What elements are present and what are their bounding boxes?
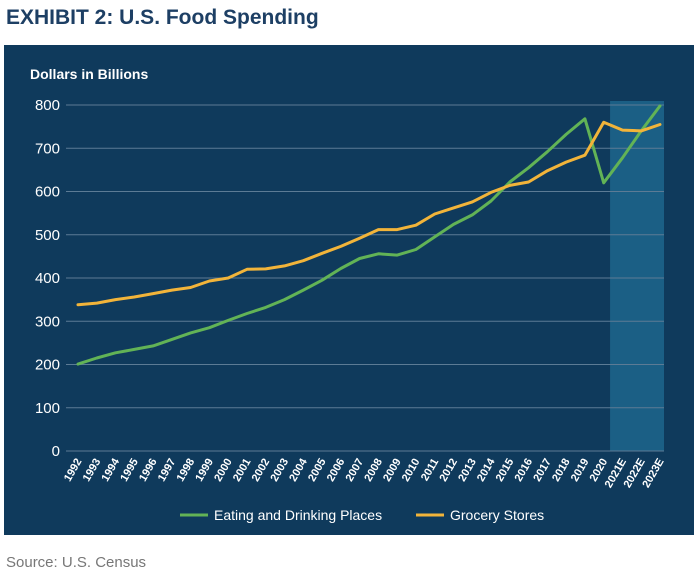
y-tick-label: 100 xyxy=(35,400,60,417)
y-tick-label: 400 xyxy=(35,270,60,287)
x-tick-label: 2015 xyxy=(494,457,517,484)
legend-label-grocery: Grocery Stores xyxy=(450,507,544,523)
page-title: EXHIBIT 2: U.S. Food Spending xyxy=(6,6,319,29)
x-tick-label: 2008 xyxy=(362,457,385,484)
chart-legend: Eating and Drinking Places Grocery Store… xyxy=(180,507,544,523)
x-tick-label: 2012 xyxy=(437,457,460,484)
y-tick-label: 500 xyxy=(35,227,60,244)
x-tick-label: 2018 xyxy=(550,457,573,484)
y-tick-label: 800 xyxy=(35,97,60,114)
source-note: Source: U.S. Census xyxy=(6,554,147,571)
chart-svg: Dollars in Billions 0 100 200 300 400 500 600 7… xyxy=(30,66,667,523)
x-tick-label: 2000 xyxy=(212,457,235,484)
y-tick-label: 600 xyxy=(35,184,60,201)
x-tick-label: 2014 xyxy=(475,456,498,484)
x-tick-label: 2017 xyxy=(531,457,554,484)
y-axis-label: Dollars in Billions xyxy=(30,66,148,82)
x-tick-label: 2007 xyxy=(344,457,367,484)
x-tick-label: 2004 xyxy=(287,456,310,484)
x-tick-label: 1994 xyxy=(100,456,123,484)
legend-label-eating: Eating and Drinking Places xyxy=(214,507,382,523)
x-tick-label: 2009 xyxy=(381,457,404,484)
x-tick-label: 2003 xyxy=(268,457,291,484)
x-tick-label: 1999 xyxy=(193,457,216,484)
x-tick-label: 1992 xyxy=(62,457,85,484)
x-tick-label: 1993 xyxy=(81,457,104,484)
series-line-grocery-stores xyxy=(76,120,662,307)
x-tick-label: 1996 xyxy=(137,457,160,484)
y-tick-label: 300 xyxy=(35,313,60,330)
chart-panel: Dollars in Billions 0 100 200 300 400 500 600 7… xyxy=(4,45,694,535)
x-tick-label: 2019 xyxy=(569,457,592,484)
x-tick-label: 2016 xyxy=(513,457,536,484)
x-tick-label: 1998 xyxy=(175,457,198,484)
x-tick-label: 2006 xyxy=(325,457,348,484)
series-line-eating-drinking xyxy=(76,104,662,366)
x-tick-label: 2013 xyxy=(456,457,479,484)
y-tick-label: 0 xyxy=(52,443,60,460)
x-tick-label: 2001 xyxy=(231,457,254,484)
x-tick-label: 2002 xyxy=(250,457,273,484)
x-tick-label: 2011 xyxy=(419,457,441,484)
y-tick-label: 200 xyxy=(35,357,60,374)
x-tick-label: 2005 xyxy=(306,457,329,484)
y-tick-label: 700 xyxy=(35,140,60,157)
x-tick-label: 1997 xyxy=(156,457,179,484)
x-tick-label: 1995 xyxy=(118,457,141,484)
x-tick-label: 2010 xyxy=(400,457,423,484)
estimate-shaded-region xyxy=(610,101,664,451)
